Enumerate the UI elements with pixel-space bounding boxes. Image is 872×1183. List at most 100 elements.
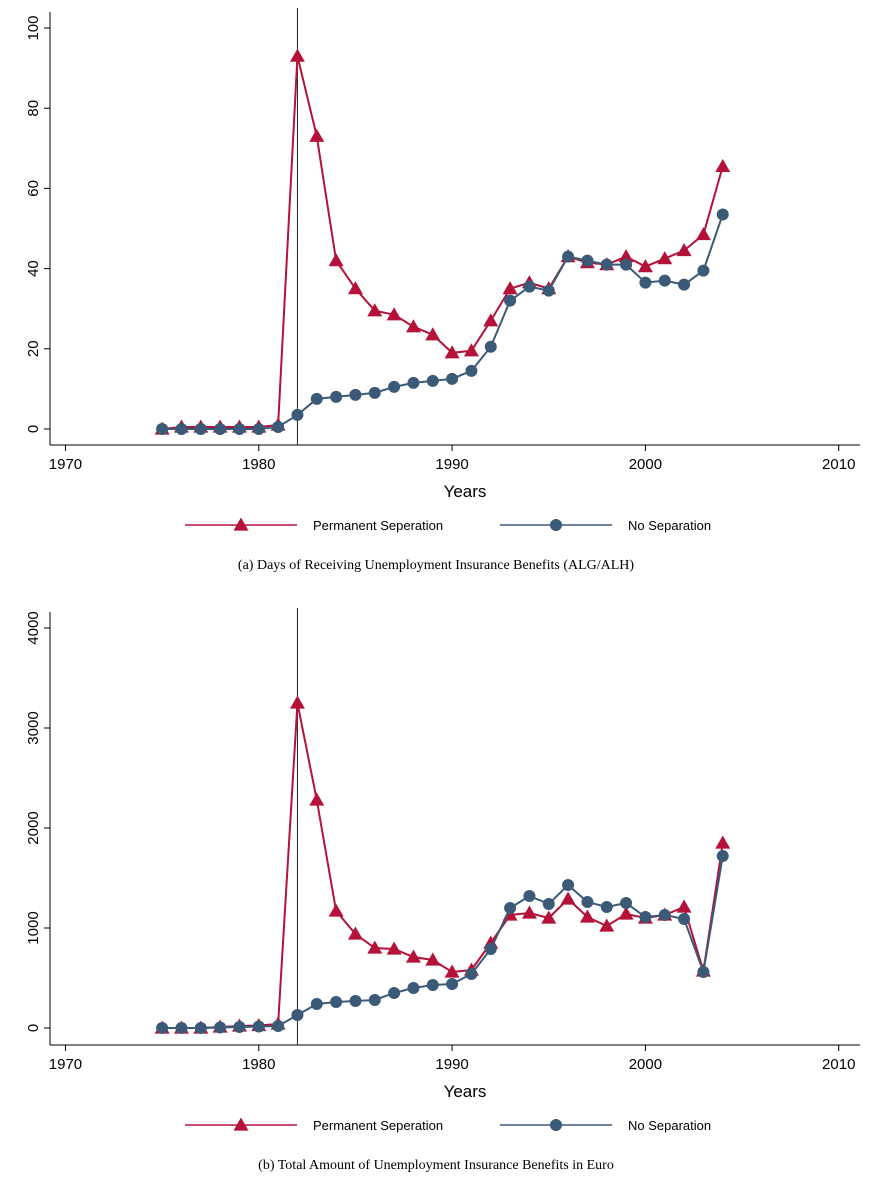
circle-marker: [697, 264, 710, 277]
circle-marker: [194, 422, 207, 435]
triangle-marker: [309, 128, 325, 142]
circle-marker: [620, 258, 633, 271]
circle-marker: [388, 380, 401, 393]
legend-label: No Separation: [628, 1118, 711, 1133]
circle-marker: [600, 901, 613, 913]
circle-marker: [175, 1022, 188, 1034]
circle-marker: [156, 422, 169, 435]
circle-marker: [639, 276, 652, 289]
series-line: [162, 55, 724, 430]
triangle-marker: [367, 940, 383, 954]
x-tick-label: 1990: [435, 456, 468, 473]
circle-marker: [446, 978, 459, 990]
triangle-marker: [425, 952, 441, 966]
x-tick-label: 2010: [822, 456, 855, 473]
y-tick-label: 4000: [25, 611, 42, 644]
x-tick-label: 1980: [242, 456, 275, 473]
triangle-marker: [637, 259, 653, 273]
circle-marker: [252, 1020, 265, 1033]
circle-marker: [407, 982, 420, 994]
chart-caption: (b) Total Amount of Unemployment Insuran…: [258, 1158, 614, 1173]
series-line: [162, 855, 724, 1029]
circle-marker: [446, 372, 459, 385]
circle-marker: [310, 392, 323, 405]
triangle-marker: [444, 964, 460, 978]
triangle-marker: [521, 905, 537, 919]
y-tick-label: 80: [25, 100, 42, 117]
circle-marker: [175, 422, 188, 435]
circle-marker: [639, 911, 652, 923]
y-tick-label: 0: [25, 425, 42, 433]
triangle-marker: [386, 941, 402, 955]
circle-marker: [368, 994, 381, 1006]
y-tick-label: 3000: [25, 711, 42, 744]
circle-marker: [194, 1022, 207, 1034]
triangle-marker: [463, 343, 479, 357]
series-line: [162, 702, 724, 1029]
triangle-marker: [444, 345, 460, 359]
legend-label: Permanent Seperation: [313, 1118, 443, 1133]
y-tick-label: 40: [25, 260, 42, 277]
triangle-marker: [676, 243, 692, 257]
circle-marker: [291, 408, 304, 421]
circle-marker: [542, 284, 555, 297]
circle-marker: [272, 420, 285, 433]
circle-marker: [407, 376, 420, 389]
circle-marker: [465, 364, 478, 377]
circle-marker: [678, 913, 691, 925]
triangle-marker: [233, 1117, 249, 1131]
x-tick-label: 1970: [49, 456, 82, 473]
circle-marker: [620, 897, 633, 909]
y-tick-label: 60: [25, 180, 42, 197]
triangle-marker: [541, 910, 557, 924]
circle-marker: [233, 422, 246, 435]
circle-marker: [291, 1009, 304, 1021]
triangle-marker: [483, 313, 499, 327]
legend-label: Permanent Seperation: [313, 518, 443, 533]
circle-marker: [504, 294, 517, 307]
circle-marker: [330, 996, 343, 1008]
legend-label: No Separation: [628, 518, 711, 533]
triangle-marker: [289, 48, 305, 62]
x-tick-label: 2000: [629, 1056, 662, 1073]
circle-marker: [252, 422, 265, 435]
triangle-marker: [309, 792, 325, 806]
circle-marker: [678, 278, 691, 291]
circle-marker: [658, 909, 671, 921]
x-axis-label: Years: [444, 1082, 487, 1101]
triangle-marker: [367, 303, 383, 317]
y-tick-label: 1000: [25, 911, 42, 944]
triangle-marker: [328, 903, 344, 917]
y-tick-label: 20: [25, 340, 42, 357]
circle-marker: [550, 1119, 562, 1131]
circle-marker: [426, 979, 439, 991]
circle-marker: [156, 1022, 169, 1034]
circle-marker: [388, 987, 401, 999]
x-tick-label: 1980: [242, 1056, 275, 1073]
circle-marker: [542, 898, 555, 910]
circle-marker: [310, 998, 323, 1010]
triangle-marker: [715, 835, 731, 849]
circle-marker: [600, 258, 613, 271]
triangle-marker: [233, 517, 249, 531]
triangle-marker: [502, 281, 518, 295]
triangle-marker: [657, 251, 673, 265]
chart-caption: (a) Days of Receiving Unemployment Insur…: [238, 558, 634, 573]
circle-marker: [349, 388, 362, 401]
triangle-marker: [347, 926, 363, 940]
x-axis-label: Years: [444, 482, 487, 501]
triangle-marker: [386, 307, 402, 321]
circle-marker: [697, 966, 710, 978]
x-tick-label: 2000: [629, 456, 662, 473]
circle-marker: [214, 422, 227, 435]
triangle-marker: [560, 891, 576, 905]
circle-marker: [484, 340, 497, 353]
y-tick-label: 100: [25, 16, 42, 41]
triangle-marker: [289, 695, 305, 709]
x-tick-label: 1970: [49, 1056, 82, 1073]
circle-marker: [523, 890, 536, 902]
triangle-marker: [618, 249, 634, 263]
circle-marker: [349, 995, 362, 1007]
circle-marker: [465, 968, 478, 980]
